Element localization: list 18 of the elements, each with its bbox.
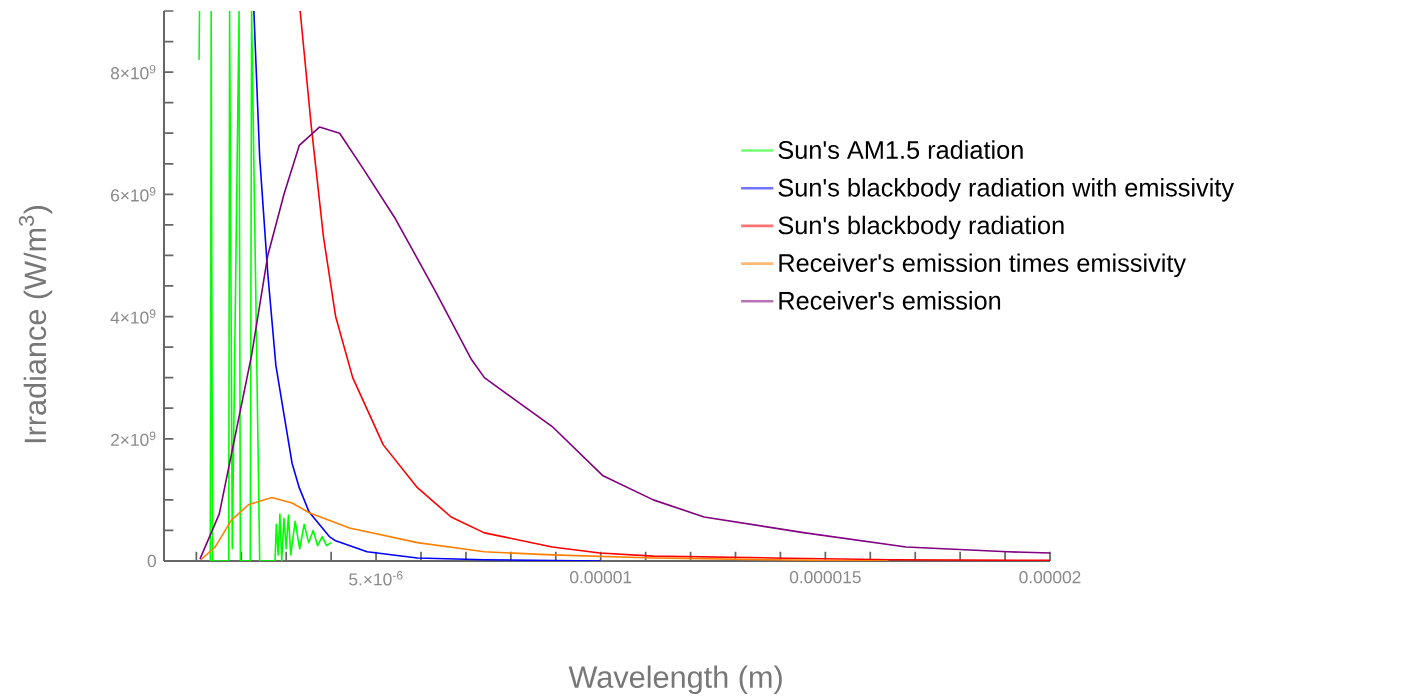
x-tick-label: 0.00002 xyxy=(1019,571,1081,584)
y-tick-label: 6×10$^{9}$ xyxy=(111,187,156,202)
y-tick-label: 0 xyxy=(147,554,156,568)
y-tick-label: 2×10$^{9}$ xyxy=(111,431,156,446)
legend-label: Sun's blackbody radiation xyxy=(778,215,1064,240)
x-tick-label: 0.000015 xyxy=(789,571,861,584)
legend-label: Receiver's emission xyxy=(779,291,1001,310)
x-axis-title: Wavelength (m) xyxy=(568,665,782,695)
line-series xyxy=(200,496,890,561)
x-tick-label: 0.00001 xyxy=(570,571,632,584)
x-tick-label: 5.×10$^{-6}$ xyxy=(349,571,403,586)
legend-label: Sun's AM1.5 radiation xyxy=(778,140,1023,159)
y-tick-label: 8×10$^{9}$ xyxy=(110,64,156,80)
legend-label: Sun's blackbody radiation with emissivity xyxy=(778,178,1234,202)
line-series xyxy=(253,10,602,561)
y-axis-title: Irradiance (W/m$^{3}$) xyxy=(18,205,53,443)
y-tick-label: 4×10$^{9}$ xyxy=(110,309,156,324)
legend-label: Receiver's emission times emissivity xyxy=(779,253,1187,278)
